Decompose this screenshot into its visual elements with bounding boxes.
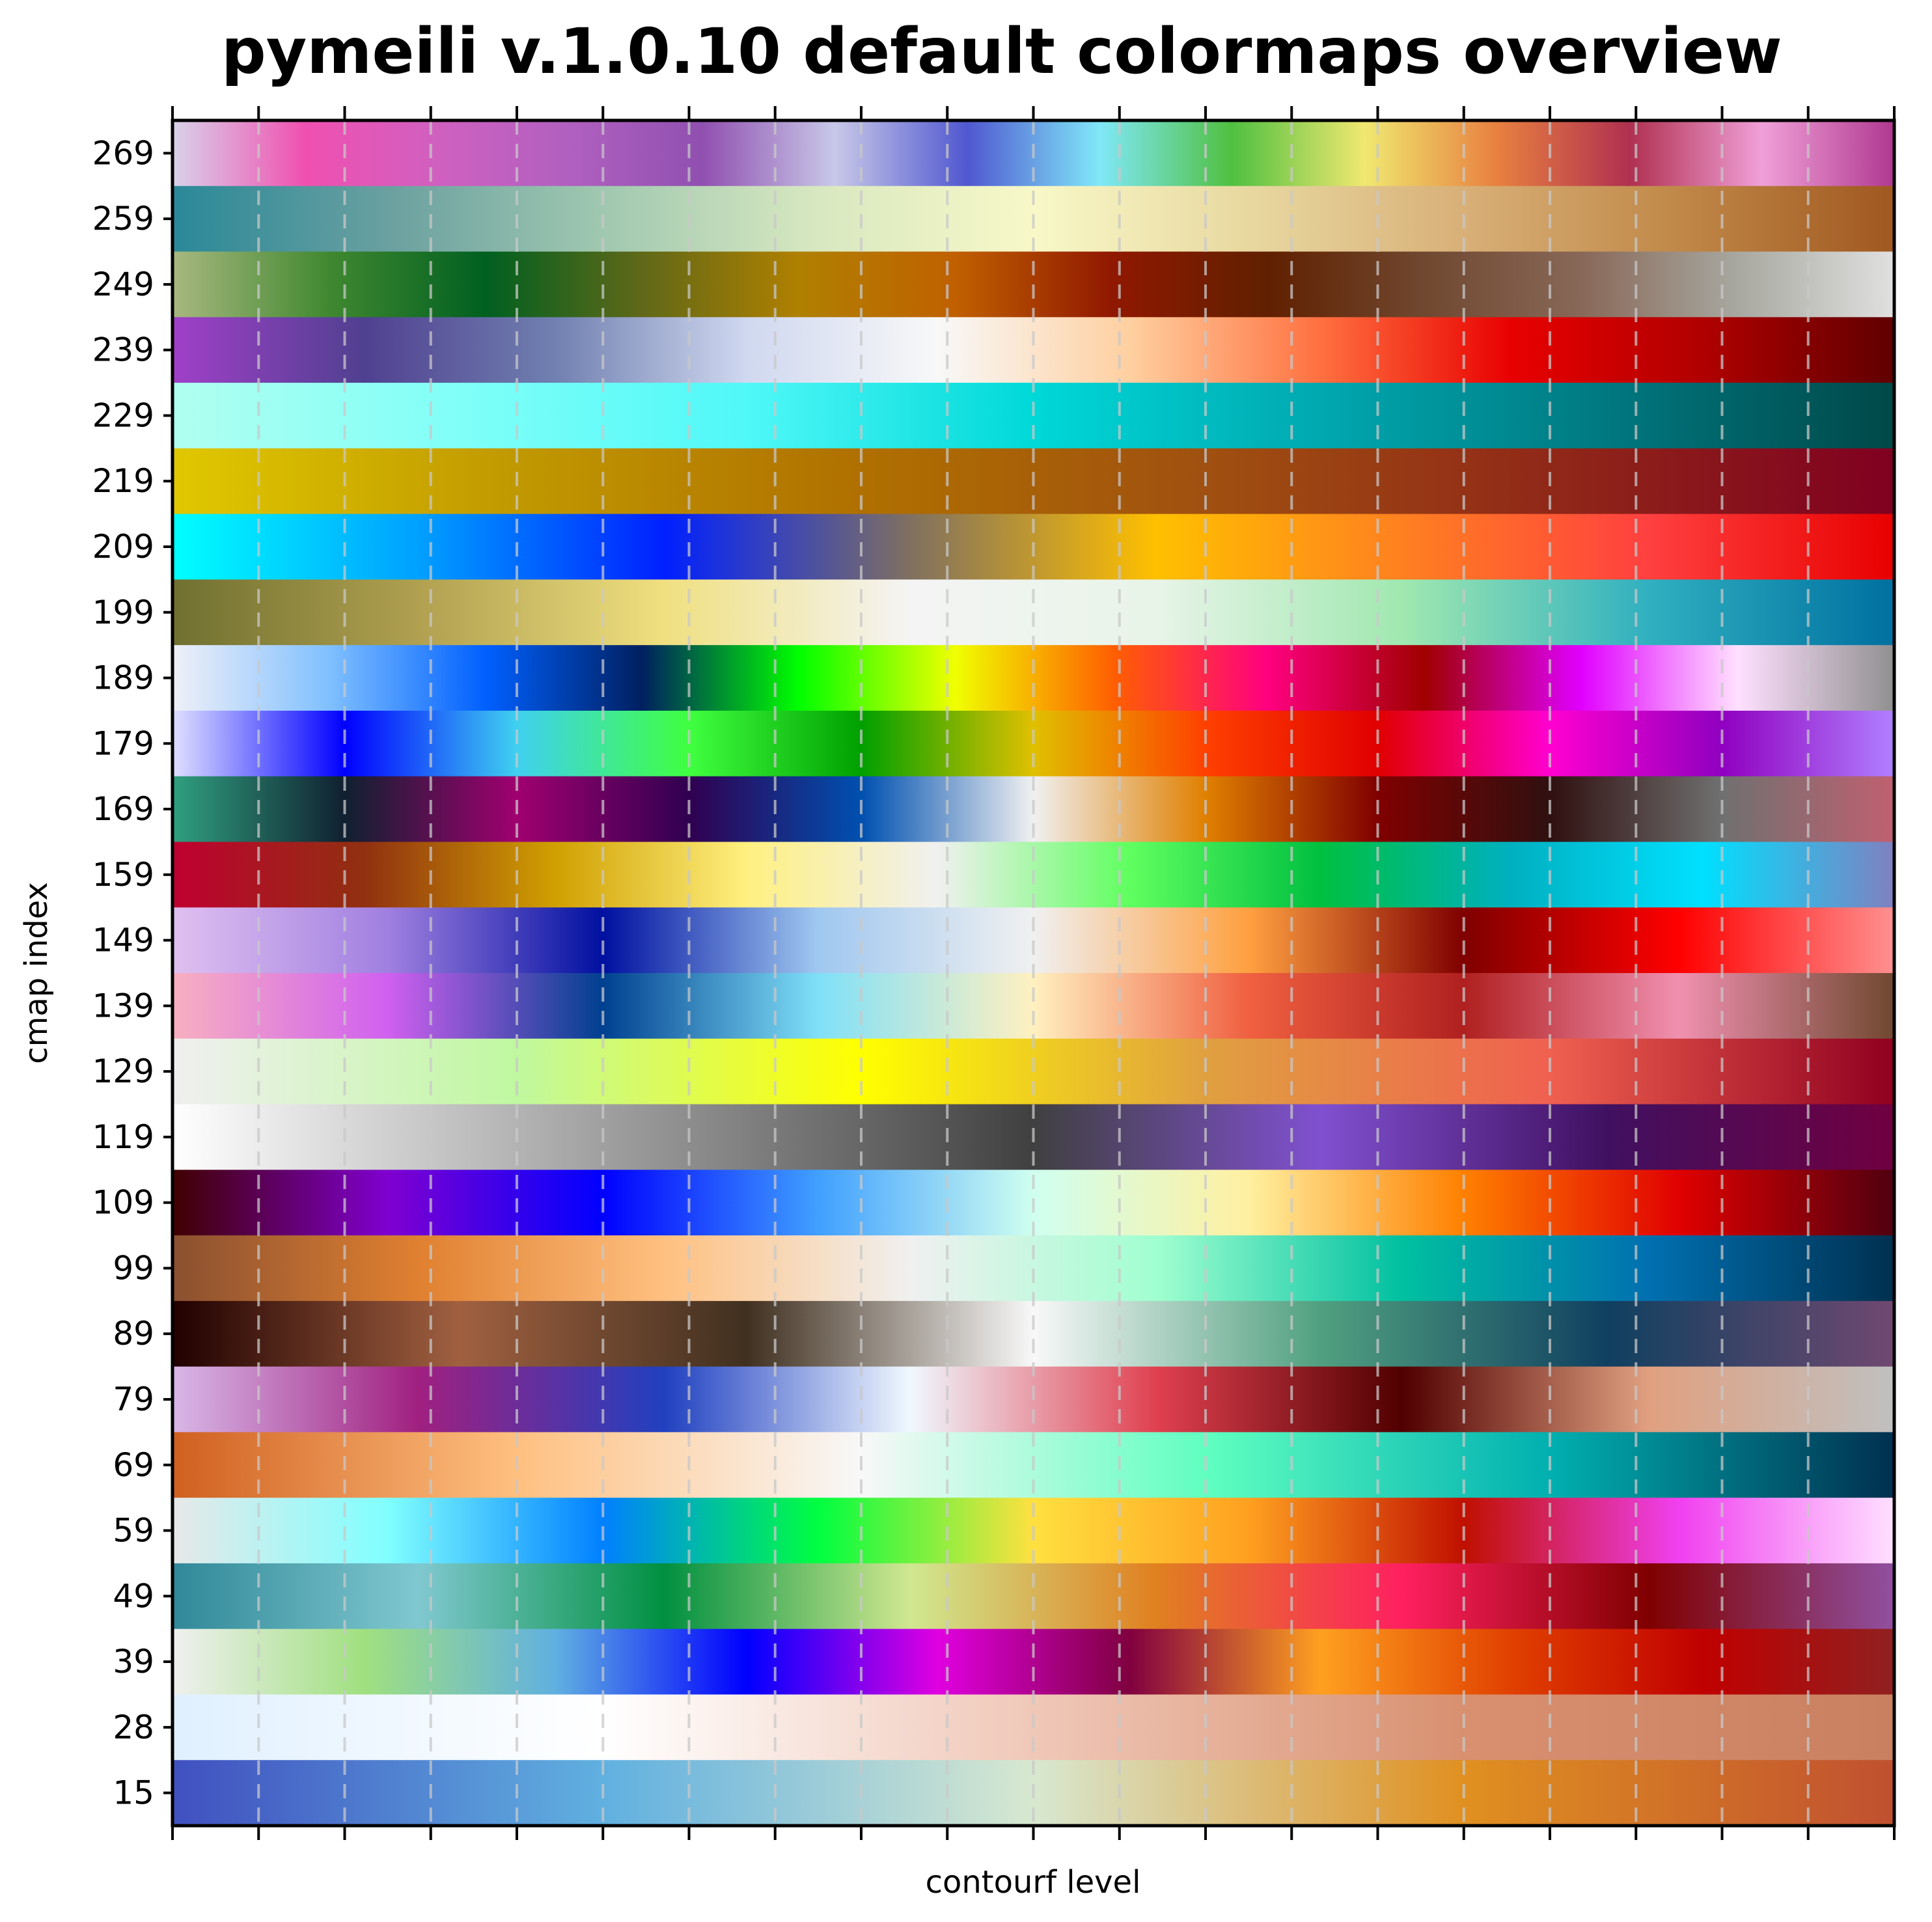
x-ticks <box>171 106 1896 1840</box>
y-tick-label: 159 <box>92 856 154 894</box>
y-tick-label: 199 <box>92 594 154 631</box>
y-tick-label: 259 <box>92 200 154 238</box>
grid-lines <box>257 120 1810 1826</box>
y-tick-label: 15 <box>113 1774 154 1812</box>
y-tick-label: 219 <box>92 462 154 500</box>
y-tick-label: 269 <box>92 134 154 172</box>
y-tick-label: 99 <box>113 1249 154 1287</box>
y-tick-label: 28 <box>113 1709 154 1746</box>
y-tick-label: 179 <box>92 724 154 762</box>
y-tick-label: 129 <box>92 1052 154 1090</box>
y-tick-label: 79 <box>113 1380 154 1418</box>
y-tick-label: 59 <box>113 1512 154 1550</box>
y-axis-label: cmap index <box>18 882 55 1064</box>
plot-frame <box>171 118 1896 1828</box>
y-tick-label: 239 <box>92 331 154 369</box>
y-tick-label: 209 <box>92 528 154 566</box>
y-tick-label: 249 <box>92 266 154 303</box>
y-tick-label: 69 <box>113 1446 154 1484</box>
y-tick-label: 39 <box>113 1643 154 1681</box>
y-tick-label: 189 <box>92 659 154 697</box>
y-tick-label: 89 <box>113 1315 154 1352</box>
colormap-bar-189 <box>172 645 1894 711</box>
colormap-bar-89 <box>172 1300 1894 1367</box>
y-tick-label: 109 <box>92 1184 154 1222</box>
y-tick-label: 229 <box>92 396 154 434</box>
colormap-bar-239 <box>172 317 1894 383</box>
y-tick-label: 139 <box>92 987 154 1024</box>
colormap-bar-39 <box>172 1628 1894 1695</box>
y-tick-label: 169 <box>92 790 154 828</box>
x-axis-label: contourf level <box>926 1864 1141 1901</box>
chart-title: pymeili v.1.0.10 default colormaps overv… <box>221 15 1782 88</box>
y-tick-label: 49 <box>113 1577 154 1615</box>
y-tick-labels: 269 259 249 239 229 219 209 199 189 179 169 159 149 1… <box>92 134 172 1812</box>
y-tick-label: 119 <box>92 1118 154 1156</box>
y-tick-label: 149 <box>92 922 154 959</box>
colormap-bar-139 <box>172 973 1894 1039</box>
